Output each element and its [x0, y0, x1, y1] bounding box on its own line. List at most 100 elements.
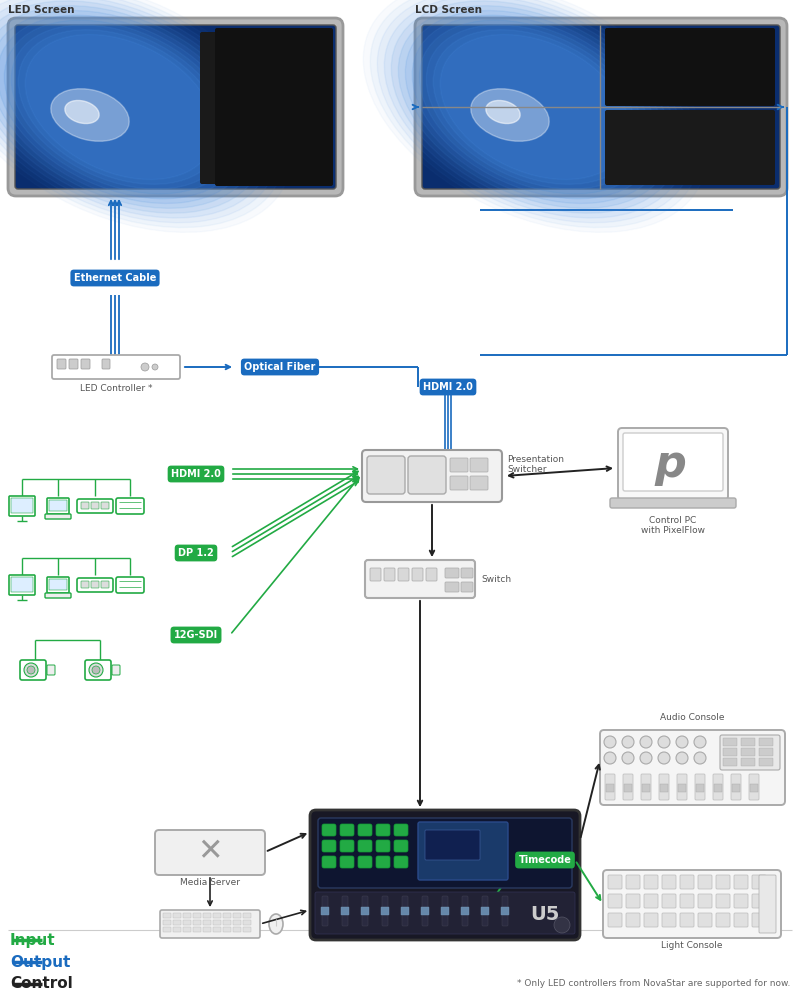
FancyBboxPatch shape	[362, 896, 368, 926]
FancyBboxPatch shape	[734, 875, 748, 889]
FancyBboxPatch shape	[462, 896, 468, 926]
Text: U5: U5	[530, 905, 560, 924]
FancyBboxPatch shape	[445, 582, 459, 592]
FancyBboxPatch shape	[450, 476, 468, 490]
Ellipse shape	[4, 20, 236, 194]
FancyBboxPatch shape	[461, 568, 473, 578]
FancyBboxPatch shape	[610, 498, 736, 508]
Ellipse shape	[0, 0, 270, 218]
FancyBboxPatch shape	[442, 896, 448, 926]
FancyBboxPatch shape	[315, 892, 575, 934]
Text: Media Server: Media Server	[180, 878, 240, 887]
FancyBboxPatch shape	[203, 927, 211, 932]
FancyBboxPatch shape	[662, 875, 676, 889]
FancyBboxPatch shape	[101, 502, 109, 509]
Text: Presentation
Switcher: Presentation Switcher	[507, 455, 564, 474]
Text: Ethernet Cable: Ethernet Cable	[74, 273, 156, 283]
FancyBboxPatch shape	[752, 894, 766, 908]
FancyBboxPatch shape	[49, 500, 67, 511]
FancyBboxPatch shape	[732, 784, 740, 792]
Circle shape	[24, 663, 38, 677]
Text: Optical Fiber: Optical Fiber	[244, 362, 316, 372]
Ellipse shape	[419, 20, 650, 194]
FancyBboxPatch shape	[470, 476, 488, 490]
FancyBboxPatch shape	[720, 735, 780, 770]
Text: Control: Control	[10, 976, 73, 991]
FancyBboxPatch shape	[482, 896, 488, 926]
FancyBboxPatch shape	[69, 359, 78, 369]
Circle shape	[141, 363, 149, 371]
FancyBboxPatch shape	[365, 560, 475, 598]
FancyBboxPatch shape	[155, 830, 265, 875]
Ellipse shape	[51, 89, 129, 142]
FancyBboxPatch shape	[213, 927, 221, 932]
FancyBboxPatch shape	[659, 774, 669, 800]
FancyBboxPatch shape	[193, 927, 201, 932]
FancyBboxPatch shape	[394, 824, 408, 836]
FancyBboxPatch shape	[163, 927, 171, 932]
FancyBboxPatch shape	[213, 913, 221, 918]
FancyBboxPatch shape	[445, 568, 459, 578]
FancyBboxPatch shape	[223, 920, 231, 925]
Circle shape	[676, 752, 688, 764]
FancyBboxPatch shape	[734, 894, 748, 908]
FancyBboxPatch shape	[163, 913, 171, 918]
Circle shape	[27, 666, 35, 674]
FancyBboxPatch shape	[752, 875, 766, 889]
FancyBboxPatch shape	[77, 578, 113, 592]
Ellipse shape	[426, 25, 644, 189]
Circle shape	[604, 752, 616, 764]
Ellipse shape	[0, 0, 278, 223]
Circle shape	[92, 666, 100, 674]
FancyBboxPatch shape	[501, 907, 509, 915]
FancyBboxPatch shape	[731, 774, 741, 800]
FancyBboxPatch shape	[618, 428, 728, 500]
FancyBboxPatch shape	[415, 18, 787, 196]
FancyBboxPatch shape	[223, 913, 231, 918]
FancyBboxPatch shape	[322, 856, 336, 868]
Ellipse shape	[0, 15, 242, 199]
FancyBboxPatch shape	[600, 730, 785, 805]
FancyBboxPatch shape	[91, 502, 99, 509]
FancyBboxPatch shape	[623, 774, 633, 800]
Ellipse shape	[0, 1, 264, 214]
FancyBboxPatch shape	[642, 784, 650, 792]
FancyBboxPatch shape	[734, 913, 748, 927]
FancyBboxPatch shape	[8, 18, 343, 196]
Circle shape	[622, 752, 634, 764]
Circle shape	[640, 752, 652, 764]
Text: HDMI 2.0: HDMI 2.0	[423, 382, 473, 392]
Ellipse shape	[406, 11, 665, 204]
FancyBboxPatch shape	[322, 824, 336, 836]
Circle shape	[604, 736, 616, 748]
FancyBboxPatch shape	[741, 738, 755, 746]
FancyBboxPatch shape	[376, 856, 390, 868]
FancyBboxPatch shape	[183, 913, 191, 918]
FancyBboxPatch shape	[716, 875, 730, 889]
FancyBboxPatch shape	[233, 913, 241, 918]
FancyBboxPatch shape	[243, 920, 251, 925]
FancyBboxPatch shape	[233, 920, 241, 925]
FancyBboxPatch shape	[318, 818, 572, 888]
FancyBboxPatch shape	[243, 927, 251, 932]
Text: HDMI 2.0: HDMI 2.0	[171, 469, 221, 479]
FancyBboxPatch shape	[713, 774, 723, 800]
FancyBboxPatch shape	[47, 498, 69, 514]
FancyBboxPatch shape	[714, 784, 722, 792]
Circle shape	[622, 736, 634, 748]
FancyBboxPatch shape	[626, 875, 640, 889]
FancyBboxPatch shape	[425, 830, 480, 860]
FancyBboxPatch shape	[11, 577, 33, 592]
FancyBboxPatch shape	[91, 581, 99, 588]
FancyBboxPatch shape	[696, 784, 704, 792]
FancyBboxPatch shape	[193, 913, 201, 918]
FancyBboxPatch shape	[608, 913, 622, 927]
FancyBboxPatch shape	[340, 824, 354, 836]
Text: Input: Input	[10, 932, 56, 947]
FancyBboxPatch shape	[203, 913, 211, 918]
FancyBboxPatch shape	[81, 581, 89, 588]
FancyBboxPatch shape	[608, 894, 622, 908]
FancyBboxPatch shape	[213, 920, 221, 925]
Text: LED Controller *: LED Controller *	[80, 384, 152, 393]
FancyBboxPatch shape	[45, 593, 71, 598]
